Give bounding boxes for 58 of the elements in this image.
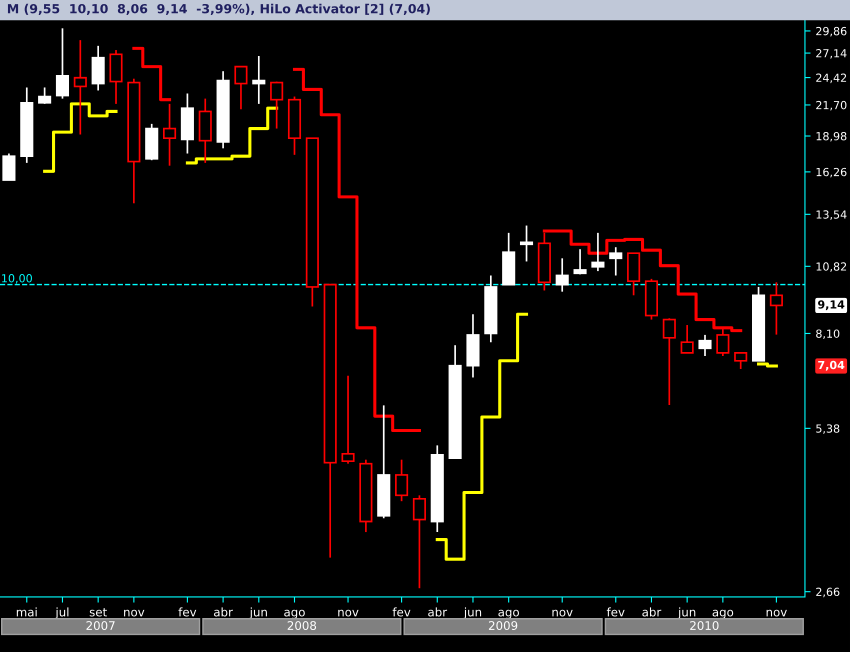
x-tick-label: ago bbox=[712, 610, 734, 619]
y-tick-label: 21,70 bbox=[816, 100, 846, 110]
candlestick bbox=[163, 103, 176, 167]
candlestick bbox=[252, 55, 266, 105]
x-tick-label: mai bbox=[16, 607, 37, 617]
y-tick-label: 29,86 bbox=[816, 26, 846, 36]
y-tick-label: 10,82 bbox=[816, 262, 846, 272]
x-tick-label: nov bbox=[124, 610, 144, 617]
text: 7,04 bbox=[818, 360, 844, 371]
candlestick bbox=[2, 152, 16, 181]
candlestick bbox=[395, 458, 408, 502]
candlestick bbox=[270, 80, 284, 130]
candlestick bbox=[662, 317, 676, 406]
x-tick-label: jun bbox=[678, 607, 696, 619]
chart-title: M (9,55 10,10 8,06 9,14 -3,99%), HiLo Activator [2] (7,04) bbox=[8, 4, 430, 16]
y-tick-label: 24,42 bbox=[816, 74, 846, 84]
x-tick-label: jun bbox=[249, 607, 267, 619]
x-tick-label: fev bbox=[392, 607, 410, 617]
x-tick-label: fev bbox=[178, 607, 196, 617]
candlestick bbox=[341, 374, 355, 464]
candlestick bbox=[591, 232, 604, 272]
x-tick-label: abr bbox=[642, 607, 662, 617]
candlestick bbox=[74, 39, 87, 136]
candlestick bbox=[556, 257, 569, 293]
y-tick-label: 18,98 bbox=[816, 132, 846, 142]
x-tick-label: fev bbox=[606, 607, 625, 617]
x-tick-label: nov bbox=[766, 610, 787, 617]
y-tick-label: 13,54 bbox=[816, 210, 847, 220]
x-tick-label: abr bbox=[428, 607, 448, 617]
candlestick bbox=[412, 494, 426, 590]
candlestick bbox=[734, 352, 748, 370]
text: 2009 bbox=[488, 621, 518, 630]
y-tick-label: 2,66 bbox=[816, 588, 840, 598]
y-tick-label: 5,38 bbox=[816, 424, 840, 434]
candlestick bbox=[234, 66, 248, 110]
x-tick-label: abr bbox=[214, 607, 233, 617]
ref-line-label: 10,00 bbox=[2, 274, 32, 284]
text: 9,14 bbox=[818, 300, 844, 310]
candlestick bbox=[680, 324, 694, 354]
x-tick-label: set bbox=[90, 608, 107, 617]
candlestick bbox=[609, 246, 622, 276]
x-tick-label: jul bbox=[55, 607, 68, 619]
candlestick bbox=[698, 334, 712, 357]
y-tick-label: 8,10 bbox=[816, 329, 840, 339]
candlestick bbox=[56, 27, 70, 100]
x-tick-label: jun bbox=[464, 607, 482, 619]
text: 2007 bbox=[86, 621, 115, 630]
y-tick-label: 16,26 bbox=[816, 168, 846, 178]
candlestick bbox=[770, 281, 783, 336]
x-tick-label: nov bbox=[338, 610, 359, 617]
text: 2010 bbox=[690, 621, 719, 630]
x-tick-label: ago bbox=[498, 610, 519, 619]
y-tick-label: 27,14 bbox=[816, 49, 847, 59]
x-tick-label: nov bbox=[552, 610, 573, 617]
text: 2008 bbox=[288, 621, 316, 630]
candlestick bbox=[520, 224, 534, 262]
candlestick bbox=[38, 86, 52, 105]
candlestick bbox=[574, 248, 587, 276]
